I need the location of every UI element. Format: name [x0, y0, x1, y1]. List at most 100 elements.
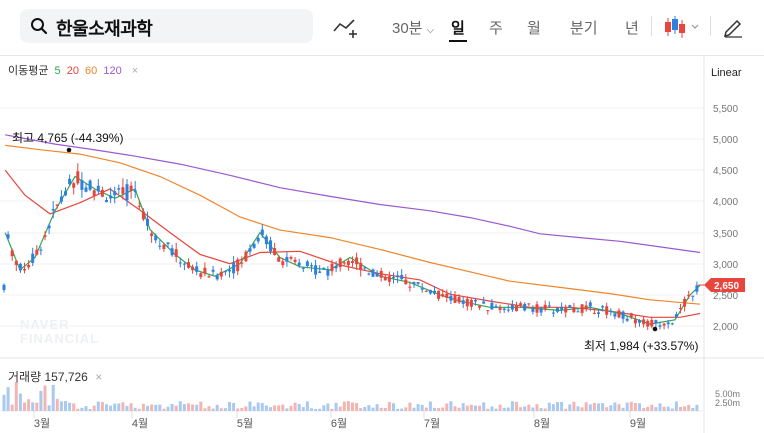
candle-body: [646, 320, 650, 327]
candle-body: [6, 234, 10, 239]
candle-body: [326, 269, 330, 276]
candle-body: [338, 258, 342, 268]
volume-bar: [10, 404, 14, 411]
volume-bar: [359, 408, 363, 411]
candle-body: [474, 299, 477, 302]
volume-bar: [428, 401, 432, 411]
candle-body: [580, 304, 584, 313]
volume-bar: [449, 401, 453, 411]
volume-bar: [289, 405, 293, 411]
volume-bar: [158, 404, 162, 411]
divider: [710, 16, 711, 36]
volume-bar: [597, 403, 600, 411]
candle-body: [363, 267, 367, 269]
candle-body: [252, 243, 256, 248]
candle-body: [588, 302, 592, 307]
volume-bar: [318, 408, 322, 411]
candle-body: [437, 290, 441, 299]
tab-day[interactable]: 일: [451, 20, 465, 37]
candle-body: [404, 279, 408, 285]
volume-bar: [223, 408, 227, 411]
volume-bar: [23, 402, 26, 411]
close-icon[interactable]: ×: [95, 370, 103, 384]
scale-mode[interactable]: Linear: [711, 67, 742, 79]
volume-legend: 거래량 157,726 ×: [8, 368, 102, 385]
volume-bar: [400, 408, 404, 411]
candle-body: [318, 271, 322, 273]
tab-week[interactable]: 주: [489, 20, 503, 37]
candle-body: [10, 250, 14, 257]
candle-body: [592, 312, 596, 314]
candle-body: [154, 235, 158, 241]
volume-bar: [461, 403, 465, 411]
candle-body: [47, 225, 51, 229]
candle-body: [383, 276, 387, 281]
volume-axis-label: 2.50m: [715, 398, 740, 408]
search-icon: [31, 18, 48, 35]
volume-bar: [260, 403, 264, 411]
volume-bar: [519, 407, 523, 411]
volume-bar: [117, 403, 121, 411]
volume-bar: [252, 406, 256, 411]
candle-body: [2, 284, 6, 290]
candle-body: [654, 320, 658, 324]
search-box[interactable]: 한울소재과학: [20, 9, 313, 43]
y-tick-label: 5,000: [713, 135, 738, 146]
candle-body: [96, 185, 100, 192]
candle-body: [412, 282, 416, 284]
candle-body: [64, 191, 67, 196]
candle-body: [465, 298, 469, 307]
volume-bar: [609, 405, 613, 411]
tab-quarter[interactable]: 분기: [570, 20, 598, 37]
pencil-icon[interactable]: [722, 14, 744, 38]
candle-body: [510, 305, 514, 310]
tab-year[interactable]: 년: [625, 20, 639, 37]
volume-bar: [31, 402, 35, 411]
candle-body: [482, 301, 486, 304]
candle-body: [330, 263, 334, 272]
candle-body: [301, 267, 305, 269]
candle-body: [687, 294, 691, 297]
volume-bar: [654, 407, 658, 411]
candle-body: [117, 188, 121, 190]
chart-type-icon[interactable]: [332, 14, 358, 40]
volume-bar: [133, 407, 137, 411]
ma-line-5: [4, 175, 701, 325]
candle-body: [461, 300, 465, 304]
high-annotation: 최고 4,765 (-44.39%): [12, 131, 123, 145]
volume-bar: [301, 407, 305, 411]
volume-bar: [412, 407, 416, 411]
candle-body: [84, 187, 88, 192]
volume-bar: [502, 407, 506, 411]
interval-dropdown[interactable]: 30분 ⌵: [392, 20, 435, 37]
volume-bar: [638, 403, 641, 411]
volume-bar: [547, 402, 551, 411]
volume-bar: [551, 404, 555, 411]
candle-body: [490, 302, 494, 310]
volume-bar: [199, 401, 203, 411]
active-tab-underline: [449, 40, 467, 42]
candle-body: [609, 310, 613, 312]
volume-bar: [310, 408, 313, 411]
candle-body: [617, 310, 621, 318]
candle-body: [31, 253, 35, 263]
x-tick-label: 4월: [132, 417, 148, 430]
candlestick-icon[interactable]: [662, 14, 702, 40]
volume-bar: [478, 405, 482, 411]
volume-bar: [576, 406, 580, 411]
candle-body: [601, 306, 605, 308]
candle-body: [392, 277, 395, 279]
volume-bar: [383, 408, 387, 411]
candle-body: [150, 233, 154, 236]
volume-bar: [125, 405, 129, 411]
volume-bar: [96, 401, 100, 411]
close-icon[interactable]: ×: [131, 65, 139, 77]
current-price-tag: [704, 278, 745, 292]
candle-body: [445, 293, 449, 298]
y-tick-label: 5,500: [713, 104, 738, 115]
volume-bar: [531, 407, 535, 411]
tab-month[interactable]: 월: [527, 20, 541, 37]
volume-bar: [523, 406, 527, 411]
volume-bar: [92, 405, 96, 411]
